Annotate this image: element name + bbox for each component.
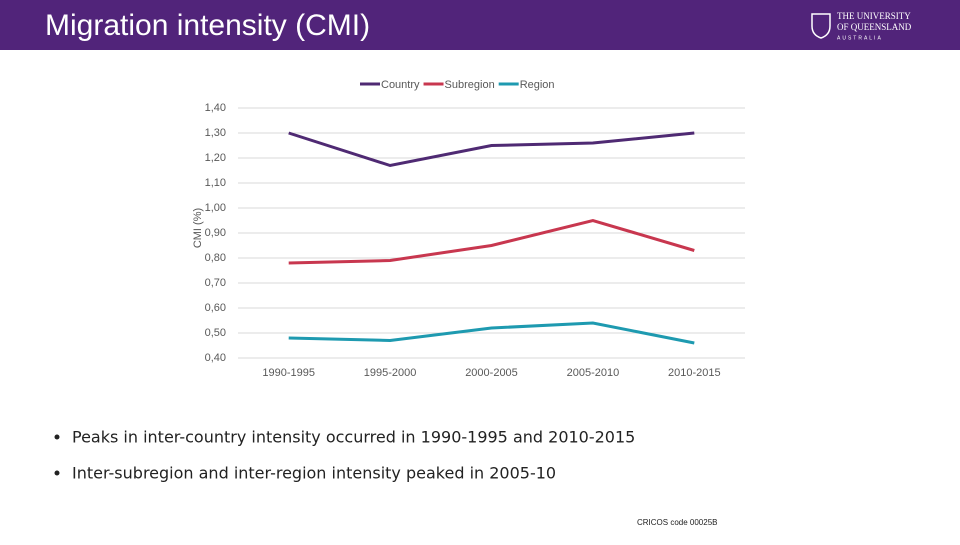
y-tick-label: 0,60 (205, 302, 226, 314)
slide-title: Migration intensity (CMI) (45, 9, 370, 42)
y-tick-label: 0,90 (205, 227, 226, 239)
y-tick-label: 1,00 (205, 202, 226, 214)
bullet-text: Peaks in inter-country intensity occurre… (72, 428, 635, 447)
y-tick-label: 1,40 (205, 102, 226, 114)
y-axis-label: CMI (%) (192, 208, 204, 248)
y-tick-label: 0,70 (205, 277, 226, 289)
series-line (288, 321, 695, 345)
x-tick-label: 2005-2010 (567, 367, 620, 379)
legend-label: Region (520, 79, 555, 91)
header-bar (0, 0, 960, 50)
y-tick-label: 1,20 (205, 152, 226, 164)
y-tick-label: 1,30 (205, 127, 226, 139)
logo-text: THE UNIVERSITY (837, 11, 911, 21)
logo-crest (811, 13, 831, 39)
series-line (288, 131, 695, 168)
legend-label: Country (381, 79, 420, 91)
bullet-dot (54, 470, 60, 476)
y-tick-label: 0,40 (205, 352, 226, 364)
logo-text: OF QUEENSLAND (837, 22, 912, 32)
x-tick-label: 1995-2000 (364, 367, 417, 379)
series-line (288, 218, 695, 265)
x-tick-label: 2010-2015 (668, 367, 721, 379)
x-tick-label: 1990-1995 (262, 367, 315, 379)
bullet-dot (54, 434, 60, 440)
bullet-text: Inter-subregion and inter-region intensi… (72, 464, 556, 483)
y-tick-label: 0,80 (205, 252, 226, 264)
legend-label: Subregion (445, 79, 495, 91)
y-tick-label: 0,50 (205, 327, 226, 339)
logo-text: AUSTRALIA (837, 35, 883, 41)
x-tick-label: 2000-2005 (465, 367, 518, 379)
footer: CRICOS code 00025B (637, 518, 718, 527)
y-tick-label: 1,10 (205, 177, 226, 189)
